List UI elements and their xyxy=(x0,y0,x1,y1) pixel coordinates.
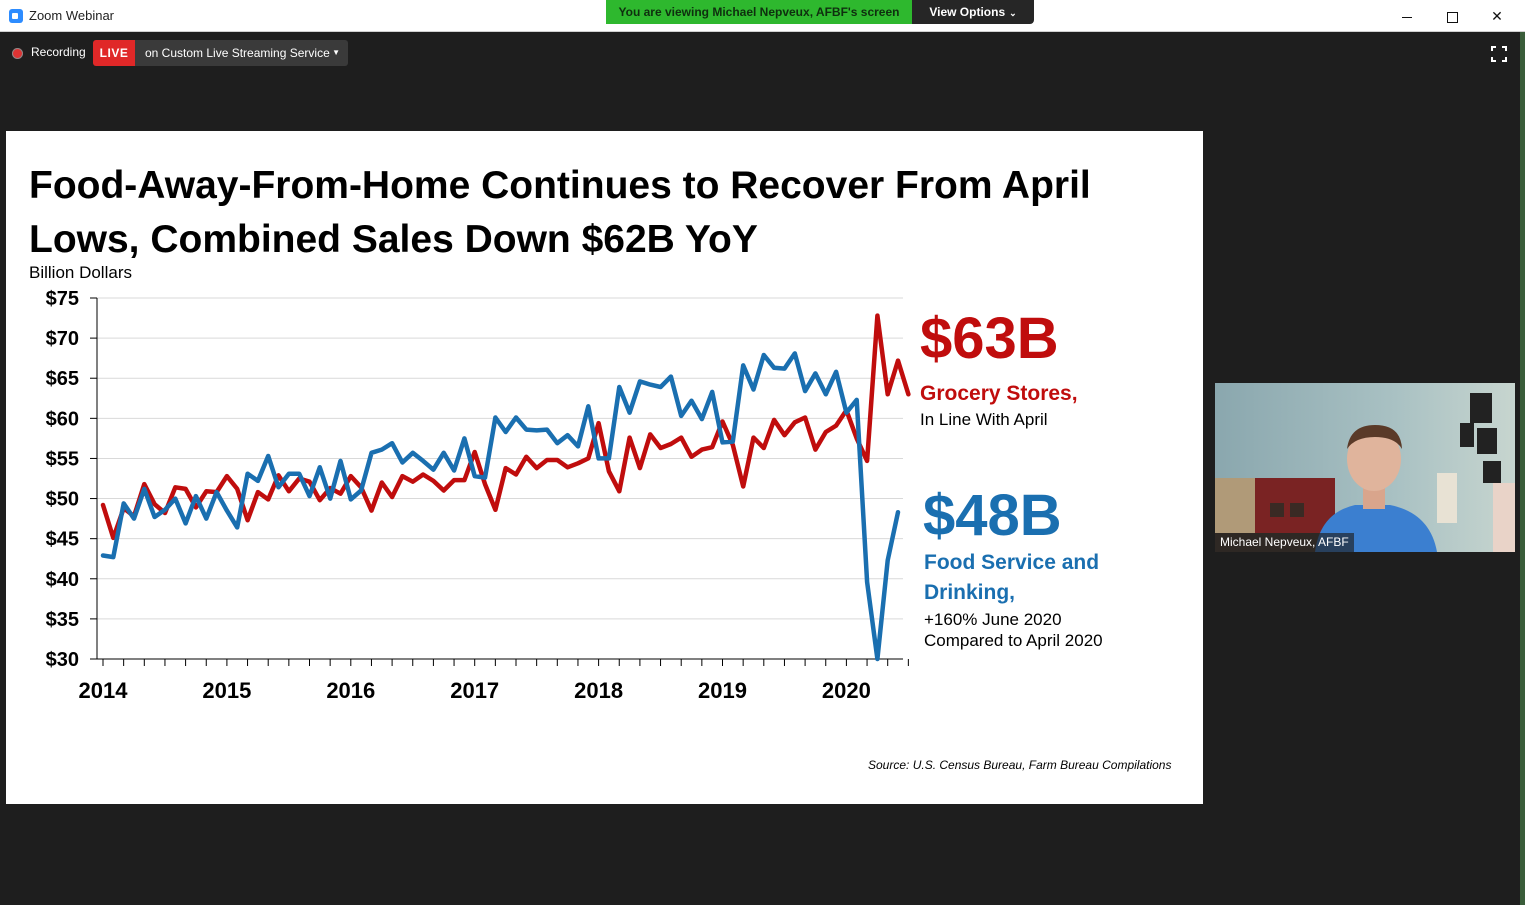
maximize-icon xyxy=(1446,11,1458,23)
live-stream-target: on Custom Live Streaming Service xyxy=(145,46,330,60)
x-tick-label: 2017 xyxy=(450,678,499,703)
food-service-note-line-1: +160% June 2020 xyxy=(924,610,1062,629)
close-icon: ✕ xyxy=(1491,8,1503,24)
grocery-value: $63B xyxy=(920,306,1059,371)
recording-icon xyxy=(12,48,23,59)
live-stream-dropdown[interactable]: on Custom Live Streaming Service ▼ xyxy=(135,40,348,66)
view-options-button[interactable]: View Options ⌄ xyxy=(912,0,1034,24)
screen-share-banner: You are viewing Michael Nepveux, AFBF's … xyxy=(606,0,912,24)
y-tick-label: $40 xyxy=(46,569,79,591)
grocery-note: In Line With April xyxy=(920,410,1048,429)
participant-video-frame xyxy=(1215,383,1515,552)
food-service-note-line-2: Compared to April 2020 xyxy=(924,631,1103,650)
zoom-app-icon xyxy=(9,9,23,23)
y-tick-label: $35 xyxy=(46,609,79,631)
food-service-value: $48B xyxy=(923,483,1062,548)
x-tick-label: 2020 xyxy=(822,678,871,703)
window-edge xyxy=(1520,32,1525,905)
food-service-name-line-2: Drinking, xyxy=(924,581,1016,604)
caret-down-icon: ▼ xyxy=(332,48,340,57)
x-tick-label: 2019 xyxy=(698,678,747,703)
window-title: Zoom Webinar xyxy=(29,8,115,23)
grocery-series-name: Grocery Stores, xyxy=(920,382,1078,405)
window-titlebar: Zoom Webinar You are viewing Michael Nep… xyxy=(0,0,1525,32)
x-tick-label: 2015 xyxy=(202,678,251,703)
slide-title-line-2: Lows, Combined Sales Down $62B YoY xyxy=(29,218,758,261)
minimize-button[interactable] xyxy=(1384,0,1430,32)
y-tick-label: $55 xyxy=(46,448,79,470)
food-service-line xyxy=(100,351,901,662)
y-tick-label: $30 xyxy=(46,649,79,671)
shared-screen-slide: Food-Away-From-Home Continues to Recover… xyxy=(6,131,1203,804)
chart-source: Source: U.S. Census Bureau, Farm Bureau … xyxy=(868,758,1172,772)
y-tick-label: $65 xyxy=(46,368,79,390)
minimize-icon xyxy=(1402,16,1412,18)
x-tick-label: 2014 xyxy=(79,678,129,703)
close-button[interactable]: ✕ xyxy=(1474,0,1520,32)
y-tick-label: $75 xyxy=(46,288,79,310)
recording-label: Recording xyxy=(31,45,86,59)
x-tick-label: 2016 xyxy=(326,678,375,703)
slide-title: Food-Away-From-Home Continues to Recover… xyxy=(29,159,1169,267)
food-service-name-line-1: Food Service and xyxy=(924,551,1100,574)
y-tick-label: $50 xyxy=(46,489,79,511)
y-axis-unit-label: Billion Dollars xyxy=(29,263,132,282)
y-tick-label: $60 xyxy=(46,408,79,430)
x-tick-label: 2018 xyxy=(574,678,623,703)
fullscreen-icon[interactable] xyxy=(1491,46,1507,62)
view-options-label: View Options xyxy=(929,5,1006,19)
participant-name-tag: Michael Nepveux, AFBF xyxy=(1215,533,1354,552)
chevron-down-icon: ⌄ xyxy=(1009,8,1017,18)
slide-title-line-1: Food-Away-From-Home Continues to Recover… xyxy=(29,164,1091,207)
maximize-button[interactable] xyxy=(1429,0,1475,32)
participant-video[interactable] xyxy=(1215,383,1515,552)
grocery-stores-line xyxy=(100,313,911,541)
y-tick-label: $70 xyxy=(46,328,79,350)
y-tick-label: $45 xyxy=(46,529,79,551)
live-badge: LIVE xyxy=(93,40,135,66)
